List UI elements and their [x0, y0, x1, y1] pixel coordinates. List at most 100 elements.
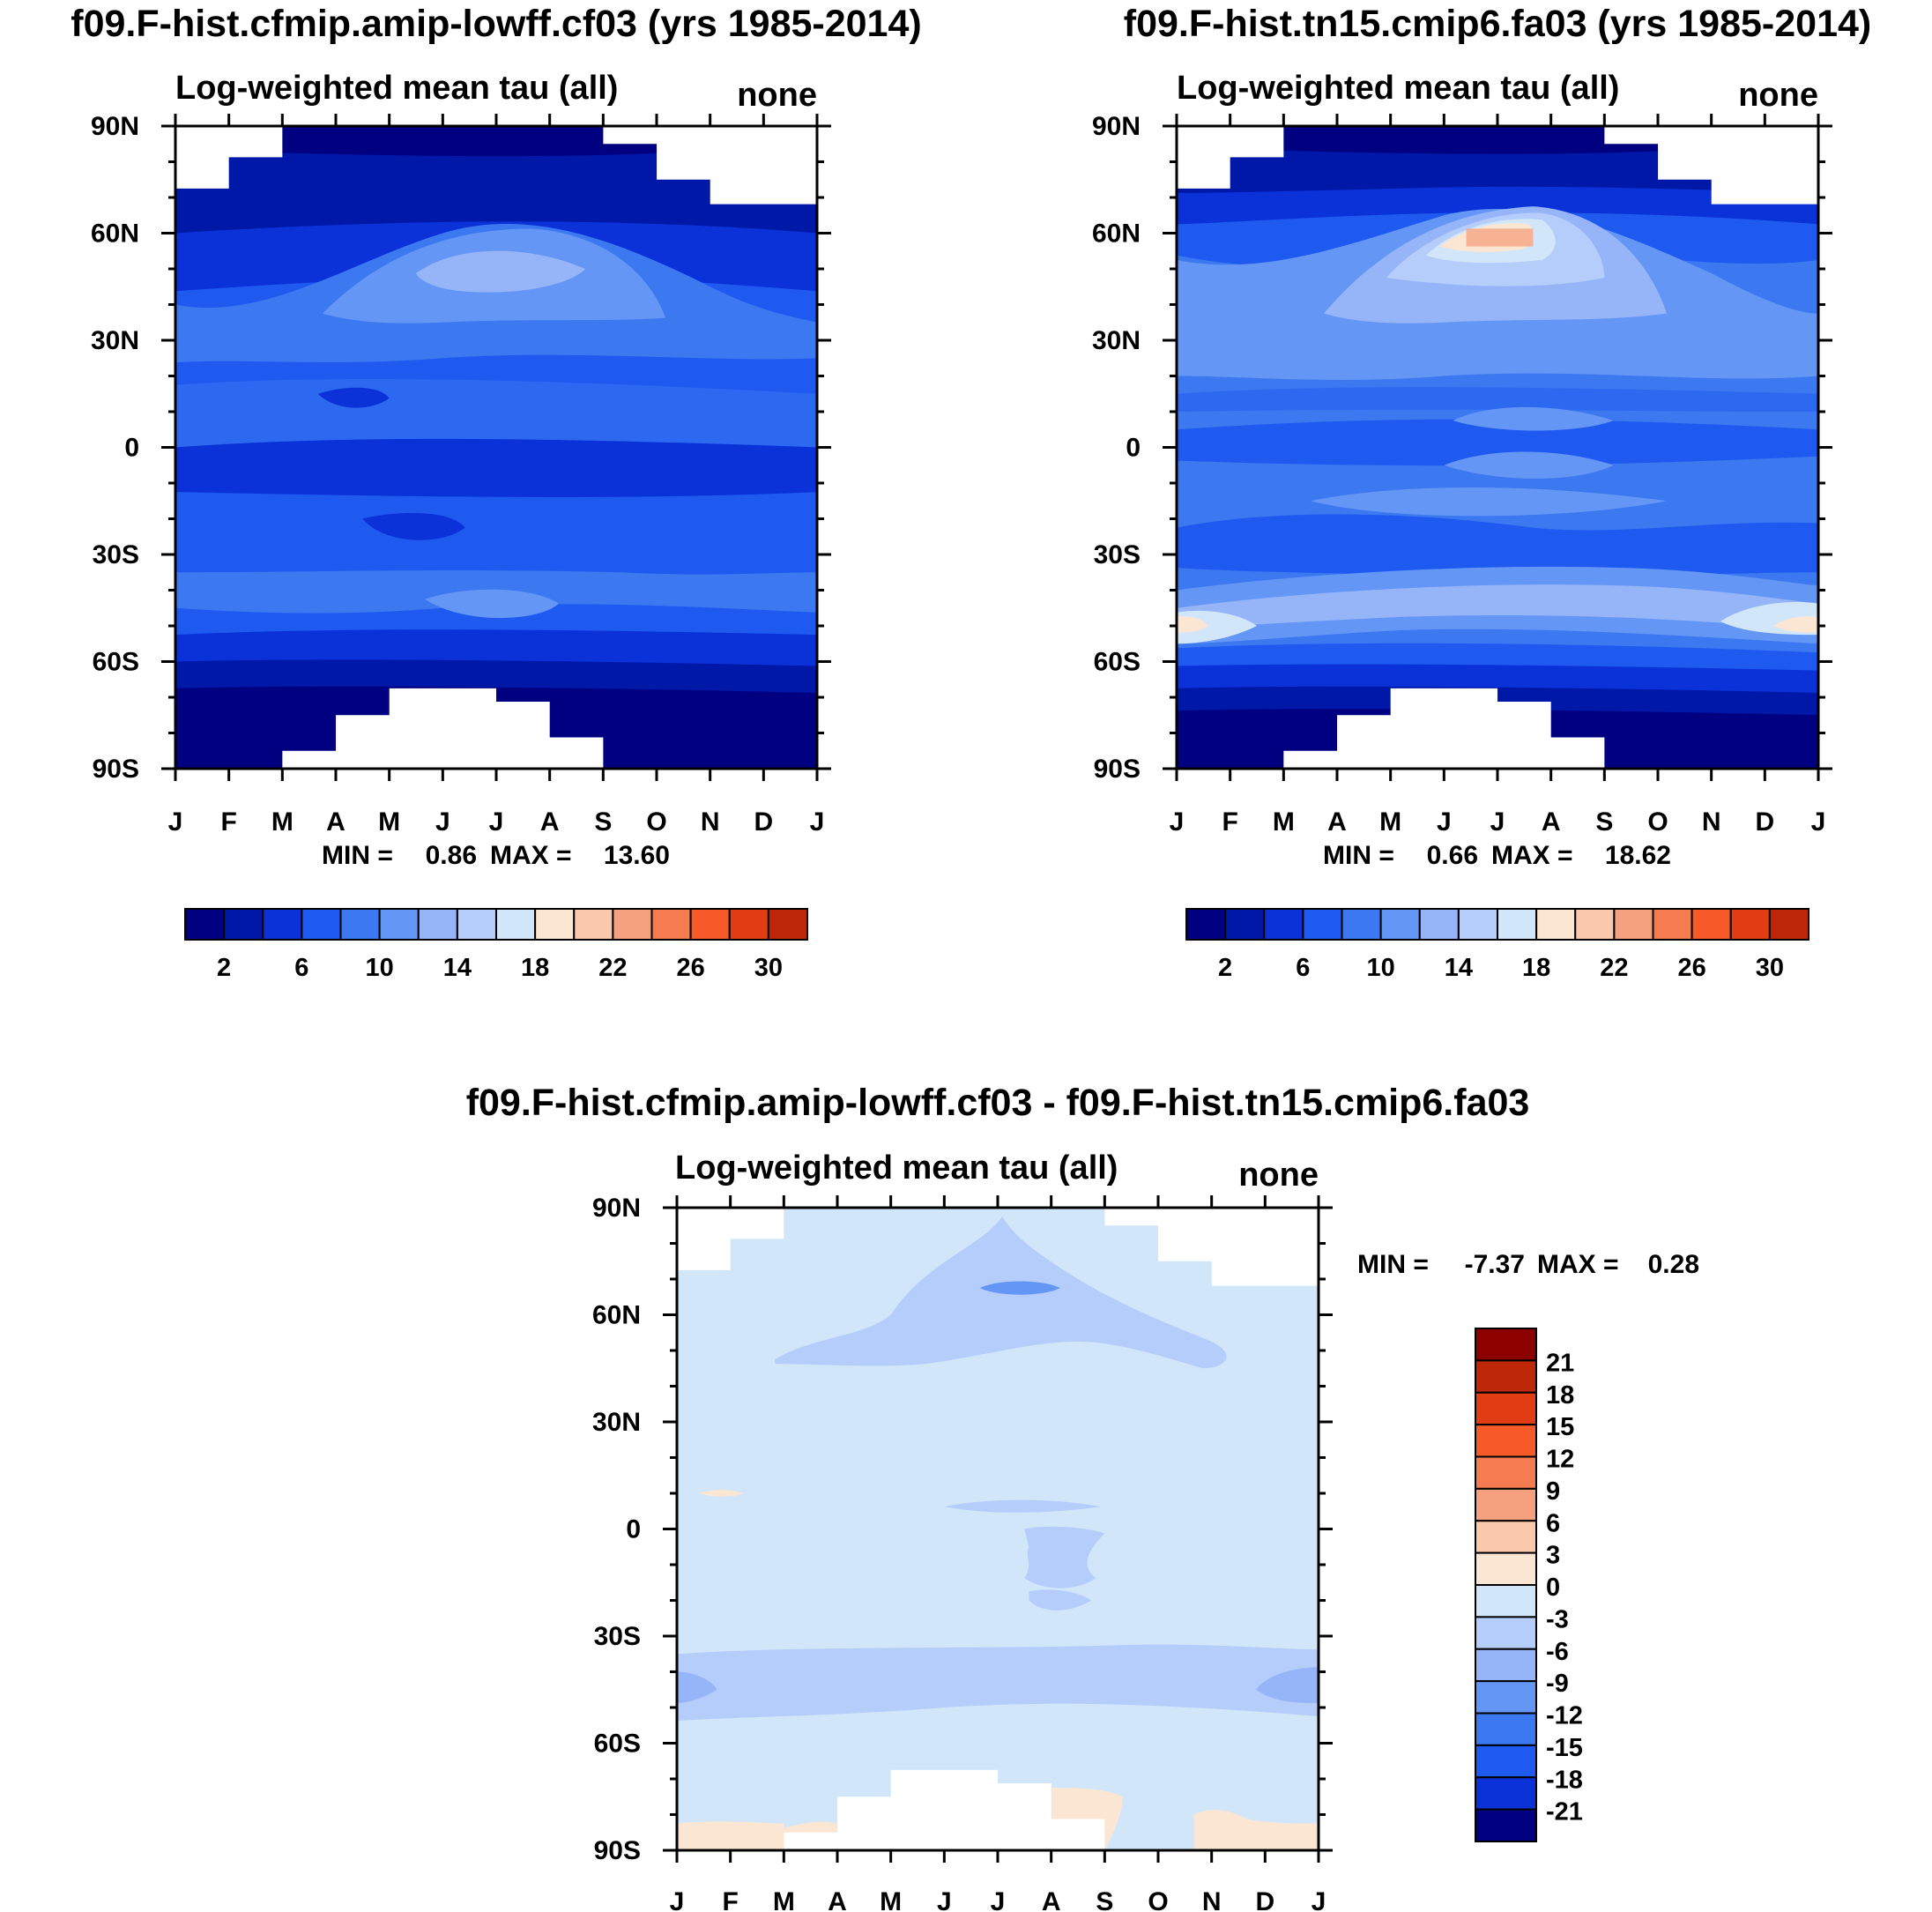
panel-1-plot-field [175, 126, 817, 769]
colorbar-label: 22 [1600, 954, 1628, 982]
colorbar-box [1497, 908, 1538, 941]
colorbar-label: 3 [1546, 1542, 1560, 1570]
x-tick-label: O [646, 807, 666, 837]
panel-3-max-value: 0.28 [1648, 1250, 1699, 1279]
colorbar-box [1613, 908, 1654, 941]
colorbar-box [1475, 1584, 1537, 1618]
colorbar-box [223, 908, 264, 941]
colorbar-label: 10 [365, 954, 393, 982]
x-tick-label: S [1096, 1887, 1113, 1912]
x-tick-label: J [435, 807, 450, 837]
colorbar-box [1475, 1391, 1537, 1426]
colorbar-box [1729, 908, 1771, 941]
colorbar-label: 30 [1756, 954, 1784, 982]
panel-3-y-tick-labels: 90N 60N 30N 0 30S 60S 90S [592, 1194, 641, 1865]
panel-1-subtitle: Log-weighted mean tau (all) [175, 70, 618, 107]
panel-1-title: f09.F-hist.cfmip.amip-lowff.cf03 (yrs 19… [71, 3, 921, 45]
x-tick-label: S [594, 807, 612, 837]
x-tick-label: J [937, 1887, 952, 1912]
colorbar-box [1341, 908, 1382, 941]
panel-3-colorbar: 21 18 15 12 9 6 3 0 -3 -6 -9 -12 -15 -18 -21 [1475, 1328, 1583, 1842]
colorbar-box [262, 908, 303, 941]
panel-2-contours [1177, 126, 1818, 769]
y-tick-label: 60S [594, 1730, 641, 1759]
colorbar-label: 10 [1366, 954, 1394, 982]
colorbar-box [1475, 1487, 1537, 1522]
panel-2-max-label: MAX = [1491, 841, 1573, 870]
panel-1-max-value: 13.60 [604, 841, 670, 870]
colorbar-label: 21 [1546, 1349, 1574, 1377]
panel-2-min-value: 0.66 [1427, 841, 1478, 870]
x-tick-label: D [1755, 807, 1774, 837]
colorbar-box [728, 908, 769, 941]
colorbar-box [1475, 1359, 1537, 1394]
x-tick-label: A [1542, 807, 1561, 837]
colorbar-box [1475, 1616, 1537, 1650]
colorbar-label: 6 [1546, 1509, 1560, 1537]
y-tick-label: 60N [91, 219, 139, 249]
colorbar-label: 15 [1546, 1413, 1574, 1441]
colorbar-box [1379, 908, 1421, 941]
y-tick-label: 90N [91, 112, 139, 141]
colorbar-box [1302, 908, 1343, 941]
panel-3-axes [663, 1195, 1333, 1863]
y-tick-label: 90N [592, 1194, 641, 1223]
x-tick-label: F [1222, 807, 1238, 837]
x-tick-label: M [1273, 807, 1295, 837]
colorbar-box [1418, 908, 1460, 941]
colorbar-label: 18 [521, 954, 549, 982]
colorbar-box [1475, 1680, 1537, 1715]
x-tick-label: J [1312, 1887, 1326, 1912]
colorbar-box [1457, 908, 1498, 941]
x-tick-label: M [1379, 807, 1401, 837]
colorbar-box [1574, 908, 1616, 941]
x-tick-label: M [880, 1887, 902, 1912]
colorbar-box [1652, 908, 1693, 941]
colorbar-label: -15 [1546, 1734, 1583, 1762]
colorbar-box [1185, 908, 1227, 941]
panel-3: f09.F-hist.cfmip.amip-lowff.cf03 - f09.F… [466, 1082, 1699, 1912]
y-tick-label: 30S [93, 540, 139, 569]
panel-2-min-max: MIN = 0.66 MAX = 18.62 [1323, 841, 1671, 870]
panel-1-subtitle-right: none [737, 77, 817, 114]
y-tick-label: 30N [592, 1408, 641, 1437]
x-tick-label: O [1148, 1887, 1168, 1912]
colorbar-box [1475, 1455, 1537, 1490]
colorbar-box [767, 908, 808, 941]
colorbar-box [650, 908, 692, 941]
x-tick-label: D [1255, 1887, 1274, 1912]
panel-3-min-value: -7.37 [1465, 1250, 1525, 1279]
colorbar-label: -3 [1546, 1605, 1569, 1633]
colorbar-label: -6 [1546, 1638, 1569, 1666]
colorbar-box [1475, 1712, 1537, 1746]
colorbar-label: 14 [1445, 954, 1473, 982]
colorbar-label: 0 [1546, 1573, 1560, 1602]
colorbar-box [417, 908, 458, 941]
colorbar-box [573, 908, 614, 941]
x-tick-label: A [540, 807, 560, 837]
colorbar-box [1475, 1648, 1537, 1683]
x-tick-label: J [991, 1887, 1006, 1912]
panel-3-subtitle: Log-weighted mean tau (all) [675, 1149, 1118, 1187]
panel-3-max-label: MAX = [1537, 1250, 1619, 1279]
x-tick-label: F [723, 1887, 739, 1912]
panel-1-y-tick-labels: 90N 60N 30N 0 30S 60S 90S [91, 112, 139, 784]
colorbar-box [1475, 1744, 1537, 1779]
x-tick-label: J [1437, 807, 1452, 837]
y-tick-label: 0 [626, 1515, 641, 1544]
colorbar-box [456, 908, 497, 941]
colorbar-label: 2 [217, 954, 231, 982]
y-tick-label: 0 [124, 434, 139, 463]
x-tick-label: S [1595, 807, 1613, 837]
panel-3-subtitle-right: none [1238, 1157, 1319, 1194]
panel-3-contours [677, 1208, 1319, 1850]
colorbar-label: -18 [1546, 1766, 1583, 1794]
colorbar-box [1768, 908, 1809, 941]
colorbar-box [1224, 908, 1266, 941]
panel-1-min-value: 0.86 [426, 841, 477, 870]
panel-3-title: f09.F-hist.cfmip.amip-lowff.cf03 - f09.F… [466, 1082, 1530, 1124]
